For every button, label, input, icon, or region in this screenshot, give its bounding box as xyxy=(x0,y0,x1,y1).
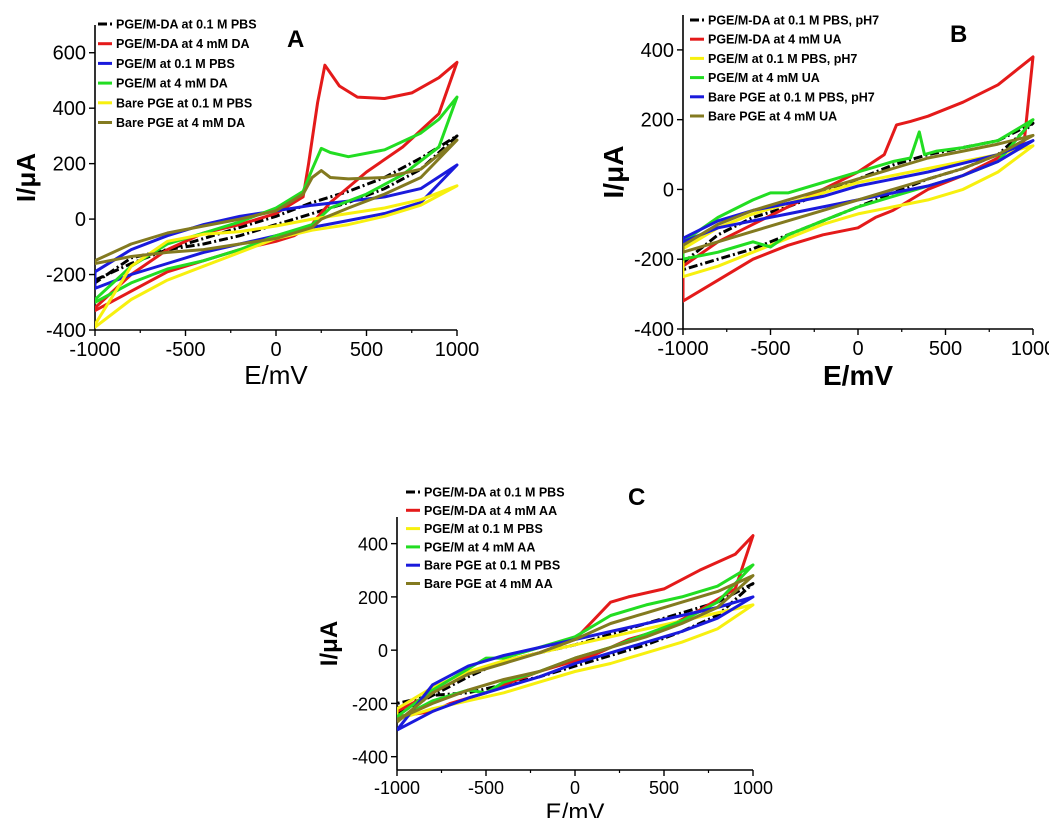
y-tick-label: 0 xyxy=(75,209,86,231)
legend-label: Bare PGE at 4 mM DA xyxy=(116,116,245,130)
x-tick-label: -500 xyxy=(165,339,205,361)
legend-label: PGE/M at 4 mM AA xyxy=(424,540,535,554)
legend-label: PGE/M-DA at 4 mM UA xyxy=(708,33,842,47)
x-tick-label: -500 xyxy=(750,338,790,360)
legend-label: PGE/M-DA at 0.1 M PBS xyxy=(424,486,565,500)
legend-label: PGE/M-DA at 4 mM DA xyxy=(116,37,250,51)
y-axis-label: I/μA xyxy=(316,621,343,666)
y-tick-label: 0 xyxy=(663,179,674,201)
x-tick-label: 500 xyxy=(929,338,962,360)
series-line-3 xyxy=(95,163,459,290)
legend-label: PGE/M at 0.1 M PBS xyxy=(424,522,543,536)
legend-label: PGE/M at 4 mM DA xyxy=(116,77,228,91)
x-tick-label: 0 xyxy=(270,339,281,361)
legend-label: PGE/M at 0.1 M PBS xyxy=(116,57,235,71)
series-line-6 xyxy=(397,574,755,724)
series-group xyxy=(95,60,459,329)
x-tick-label: -1000 xyxy=(374,778,420,798)
series-group xyxy=(683,55,1035,303)
y-tick-label: -400 xyxy=(352,748,388,768)
y-tick-label: 0 xyxy=(378,641,388,661)
legend-label: PGE/M at 0.1 M PBS, pH7 xyxy=(708,52,857,66)
legend: PGE/M-DA at 0.1 M PBS, pH7 PGE/M-DA at 4 … xyxy=(690,14,879,124)
chart-panel-a: -400 -200 0 200 400 600 -1000 -500 0 500 1000 E/mV I… xyxy=(11,18,479,391)
y-tick-label: -400 xyxy=(634,319,674,341)
chart-panel-c: -400 -200 0 200 400 -1000 -500 0 500 1000 E/mV I/μA… xyxy=(316,484,773,818)
y-tick-label: 200 xyxy=(641,110,674,132)
y-tick-label: -400 xyxy=(46,320,86,342)
panel-letter: C xyxy=(628,484,645,511)
legend-label: PGE/M-DA at 4 mM AA xyxy=(424,504,557,518)
y-tick-label: 400 xyxy=(358,535,388,555)
legend-label: Bare PGE at 0.1 M PBS xyxy=(116,96,252,110)
legend: PGE/M-DA at 0.1 M PBS PGE/M-DA at 4 mM AA… xyxy=(406,486,565,591)
series-line-6 xyxy=(95,138,459,265)
y-tick-label: 400 xyxy=(53,98,86,120)
y-tick-label: 200 xyxy=(358,588,388,608)
series-group xyxy=(397,534,755,732)
legend-label: Bare PGE at 0.1 M PBS, pH7 xyxy=(708,90,875,104)
x-tick-label: -1000 xyxy=(657,338,708,360)
x-tick-label: -1000 xyxy=(69,339,120,361)
x-tick-label: 500 xyxy=(350,339,383,361)
x-axis-label: E/mV xyxy=(823,360,893,391)
panel-letter: A xyxy=(287,26,304,53)
legend: PGE/M-DA at 0.1 M PBS PGE/M-DA at 4 mM DA… xyxy=(98,18,257,130)
chart-panel-b: -400 -200 0 200 400 -1000 -500 0 500 1000 E/mV I/μA… xyxy=(598,14,1049,392)
x-tick-label: 1000 xyxy=(1011,338,1049,360)
x-tick-label: 500 xyxy=(649,778,679,798)
y-tick-label: -200 xyxy=(352,694,388,714)
y-axis-label: I/μA xyxy=(598,146,629,199)
y-tick-label: 200 xyxy=(53,154,86,176)
series-line-5 xyxy=(683,139,1035,244)
x-axis-label: E/mV xyxy=(244,360,308,390)
legend-label: Bare PGE at 4 mM AA xyxy=(424,577,553,591)
legend-label: PGE/M-DA at 0.1 M PBS, pH7 xyxy=(708,14,879,28)
series-line-5 xyxy=(397,595,755,732)
legend-label: Bare PGE at 4 mM UA xyxy=(708,110,837,124)
y-tick-label: 400 xyxy=(641,40,674,62)
legend-label: PGE/M at 4 mM UA xyxy=(708,71,820,85)
x-tick-label: 1000 xyxy=(435,339,480,361)
series-line-5 xyxy=(95,184,459,329)
x-tick-label: 0 xyxy=(852,338,863,360)
x-tick-label: 0 xyxy=(570,778,580,798)
legend-label: Bare PGE at 0.1 M PBS xyxy=(424,559,560,573)
series-line-6 xyxy=(683,133,1035,254)
y-axis-label: I/μA xyxy=(11,153,41,202)
y-tick-label: -200 xyxy=(634,249,674,271)
x-tick-label: -500 xyxy=(468,778,504,798)
series-line-4 xyxy=(683,118,1035,261)
panel-letter: B xyxy=(950,21,967,48)
legend-label: PGE/M-DA at 0.1 M PBS xyxy=(116,18,257,32)
y-tick-label: -200 xyxy=(46,265,86,287)
y-tick-label: 600 xyxy=(53,43,86,65)
x-axis-label: E/mV xyxy=(546,799,605,818)
x-tick-label: 1000 xyxy=(733,778,773,798)
